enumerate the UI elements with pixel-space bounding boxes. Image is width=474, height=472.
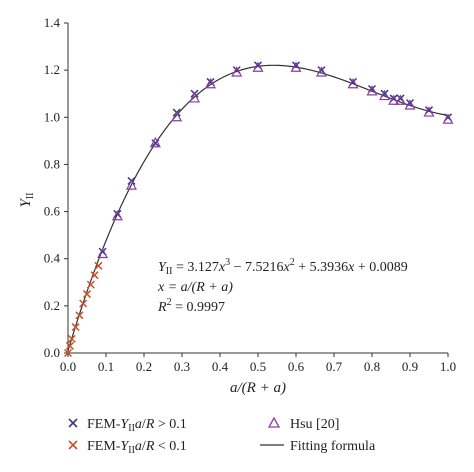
hsu-point-marker [111,210,123,221]
fem-point-marker [75,311,84,320]
hsu-point-marker [388,94,400,105]
hsu-point-marker [97,247,109,259]
legend-item-fem-large: FEM-YIIa/R > 0.1 [68,417,187,434]
x-tick-label: 0.1 [98,359,114,374]
fem-point-marker [71,323,80,332]
legend-triangle-icon [267,416,281,428]
hsu-point-marker [404,99,416,110]
hsu-point-marker [205,78,216,89]
legend-label-fit: Fitting formula [290,439,376,454]
y-tick-label: 0.0 [44,345,60,360]
equation-line-3: R2 = 0.9997 [157,297,225,315]
x-tick-label: 1.0 [440,359,456,374]
hsu-point-marker [149,136,161,148]
hsu-point-marker [231,66,243,77]
legend-item-hsu: Hsu [20] [267,416,339,432]
hsu-point-marker [347,78,359,89]
fem-point-marker [82,290,92,299]
y-tick-label: 0.8 [44,156,60,171]
legend-x-icon-orange [68,440,78,450]
hsu-point-marker [442,113,454,124]
hsu-point-marker [189,92,201,103]
fem-point-marker [151,139,160,148]
markers [63,61,454,358]
x-tick-label: 0.5 [250,359,266,374]
y-tick-label: 1.4 [44,15,61,30]
legend-label-fem-small: FEM-YIIa/R < 0.1 [87,439,187,456]
hsu-point-marker [423,106,435,117]
hsu-point-marker [171,111,183,122]
y-axis-label: YII [18,192,36,207]
y-tick-label: 1.0 [44,109,60,124]
x-tick-label: 0.2 [136,359,152,374]
hsu-point-marker [366,85,378,96]
legend-x-icon-blue [68,418,78,428]
x-tick-label: 0.4 [212,359,229,374]
fitting-formula-line [67,64,449,352]
x-tick-label: 0.3 [174,359,190,374]
fem-point-marker [65,341,74,350]
fit-line-group [67,64,449,352]
fem-point-marker [86,280,95,289]
x-tick-label: 0.9 [402,359,418,374]
legend-label-hsu: Hsu [20] [290,417,339,432]
x-tick-label: 0.0 [60,359,76,374]
legend-label-fem-large: FEM-YIIa/R > 0.1 [87,417,187,434]
legend-item-fit: Fitting formula [260,439,376,454]
legend: FEM-YIIa/R > 0.1 FEM-YIIa/R < 0.1 Hsu [2… [68,416,376,456]
hsu-point-marker [379,89,391,101]
y-tick-label: 1.2 [44,62,60,77]
x-tick-label: 0.7 [326,359,343,374]
fem-point-marker [67,334,76,343]
hsu-point-marker [395,94,406,105]
axes [67,23,448,354]
y-tick-label: 0.6 [44,204,61,219]
y-tick-label: 0.2 [44,298,60,313]
ticks: 0.0 0.1 0.2 0.3 0.4 0.5 0.6 0.7 0.8 0.9 1.0 0.0 0.2 0… [44,15,456,374]
fem-point-marker [90,271,99,280]
hsu-point-marker [315,66,327,77]
equation-annotation: YII = 3.127x3 − 7.5216x2 + 5.3936x + 0.0… [157,257,408,315]
x-tick-label: 0.6 [288,359,305,374]
fem-point-marker [94,261,103,270]
legend-item-fem-small: FEM-YIIa/R < 0.1 [68,439,187,456]
y-tick-label: 0.4 [44,251,61,266]
fem-point-marker [79,299,88,308]
equation-line-1: YII = 3.127x3 − 7.5216x2 + 5.3936x + 0.0… [158,257,408,277]
equation-line-2: x = a/(R + a) [157,280,233,295]
hsu-point-marker [290,61,302,72]
hsu-point-marker [125,179,137,190]
x-tick-label: 0.8 [364,359,380,374]
fem-point-marker [63,348,73,358]
hsu-point-marker [252,61,264,72]
x-axis-label: a/(R + a) [230,380,286,396]
